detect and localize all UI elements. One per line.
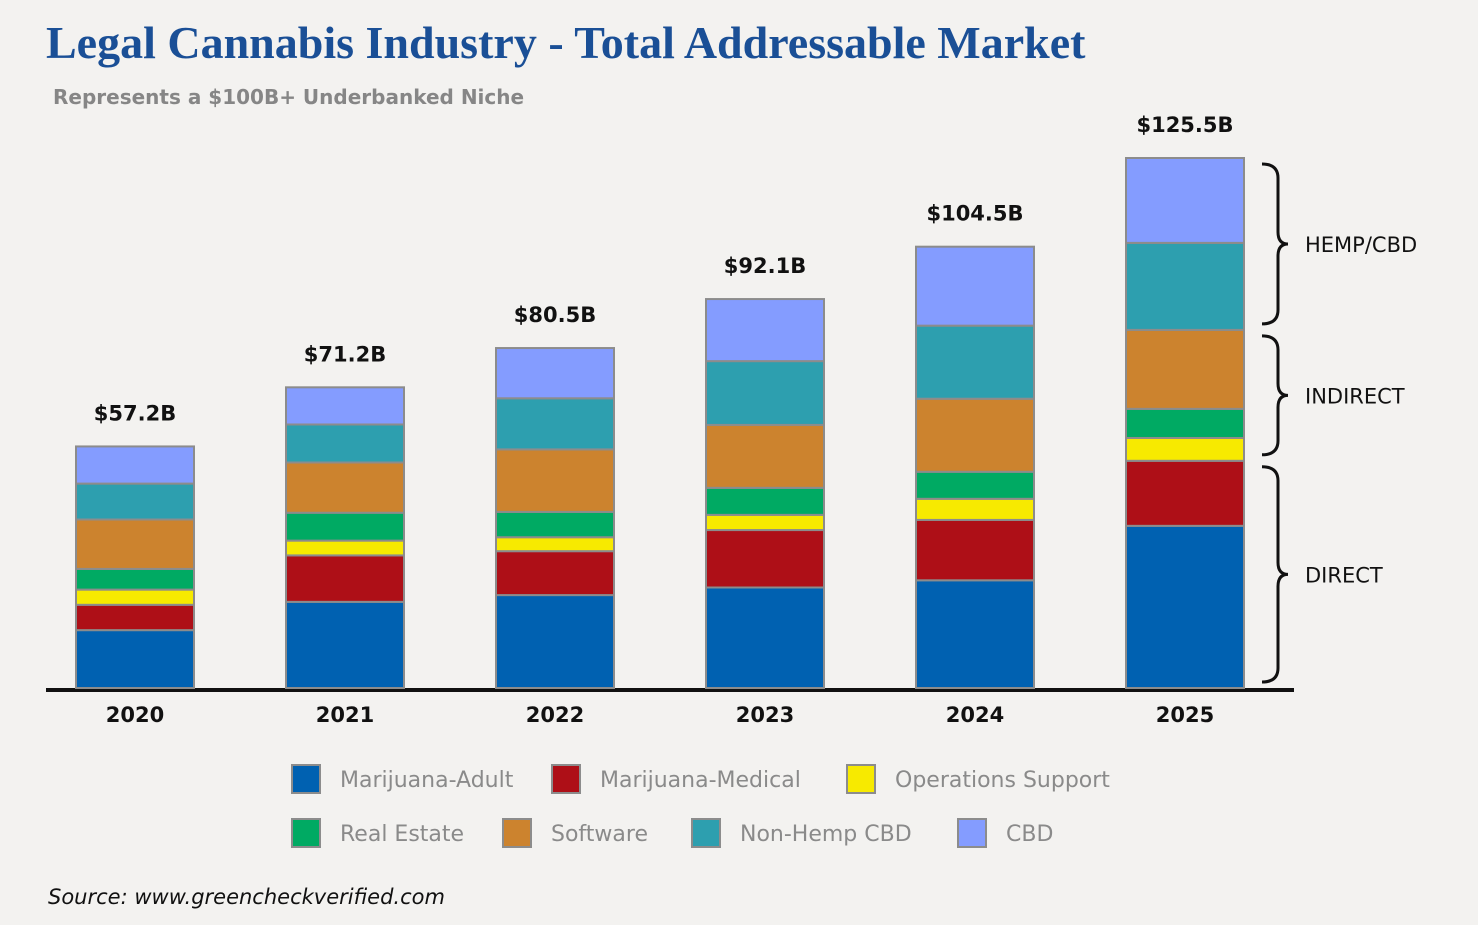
x-tick-label: 2022 [526,703,584,727]
bar-segment [915,324,1035,400]
group-bracket [1261,162,1289,326]
bar-segment [495,397,615,451]
bar-segment [75,567,195,591]
group-bracket [1261,334,1289,457]
legend-label: Non-Hemp CBD [740,822,912,847]
bar-segment [705,586,825,690]
legend-swatch [291,818,321,848]
legend-label: Marijuana-Medical [600,768,801,793]
x-tick-label: 2021 [316,703,374,727]
chart-title: Legal Cannabis Industry - Total Addressa… [46,17,1086,68]
bar-segment [705,486,825,516]
legend-swatch [502,818,532,848]
bar-segment [915,579,1035,689]
bar-segment [1125,436,1245,462]
legend-label: Real Estate [340,822,464,847]
x-tick-label: 2025 [1156,703,1214,727]
bar-segment [285,600,405,690]
bar-segment [75,629,195,690]
bar-segment [285,511,405,542]
legend-swatch [957,818,987,848]
total-label: $104.5B [926,202,1023,226]
bar-segment [915,245,1035,327]
bar-segment [705,513,825,532]
bar-segment [285,461,405,514]
legend-label: Software [551,822,648,847]
bar-segment [705,529,825,589]
total-label: $125.5B [1136,113,1233,137]
total-label: $80.5B [514,303,596,327]
total-label: $92.1B [724,254,806,278]
bar-segment [75,518,195,570]
legend-swatch [551,764,581,794]
legend-swatch [846,764,876,794]
bar-segment [1125,407,1245,439]
bar-segment [495,448,615,513]
x-tick-label: 2024 [946,703,1004,727]
bar-segment [705,423,825,489]
bar-segment [75,603,195,632]
bar-segment [1125,459,1245,527]
group-label: DIRECT [1305,563,1383,587]
bar-segment [1125,241,1245,331]
bar-segment [495,347,615,400]
legend-swatch [691,818,721,848]
bar-segment [705,360,825,426]
total-label: $71.2B [304,342,386,366]
bar-segment [285,423,405,464]
legend-label: CBD [1006,822,1053,847]
bar-segment [495,510,615,539]
group-label: INDIRECT [1305,384,1405,408]
legend-label: Operations Support [895,768,1110,793]
bar-segment [915,470,1035,500]
bar-segment [915,518,1035,582]
bar-segment [705,298,825,363]
bar-segment [495,550,615,597]
bar-segment [495,594,615,689]
bar-segment [285,386,405,426]
x-tick-label: 2020 [106,703,164,727]
bar-segment [1125,328,1245,410]
total-label: $57.2B [94,401,176,425]
x-tick-label: 2023 [736,703,794,727]
source: Source: www.greencheckverified.com [48,885,445,909]
bar-segment [75,445,195,485]
bar-segment [1125,524,1245,689]
bar-segment [285,554,405,603]
legend-label: Marijuana-Adult [340,768,514,793]
bar-segment [915,397,1035,473]
bar-segment [75,588,195,606]
legend-swatch [291,764,321,794]
bar-segment [285,539,405,557]
group-label: HEMP/CBD [1305,233,1417,257]
bar-segment [75,482,195,521]
chart-subtitle: Represents a $100B+ Underbanked Niche [53,85,524,109]
bar-segment [915,497,1035,521]
bar-segment [495,536,615,553]
group-bracket [1261,465,1289,684]
bar-segment [1125,157,1245,244]
